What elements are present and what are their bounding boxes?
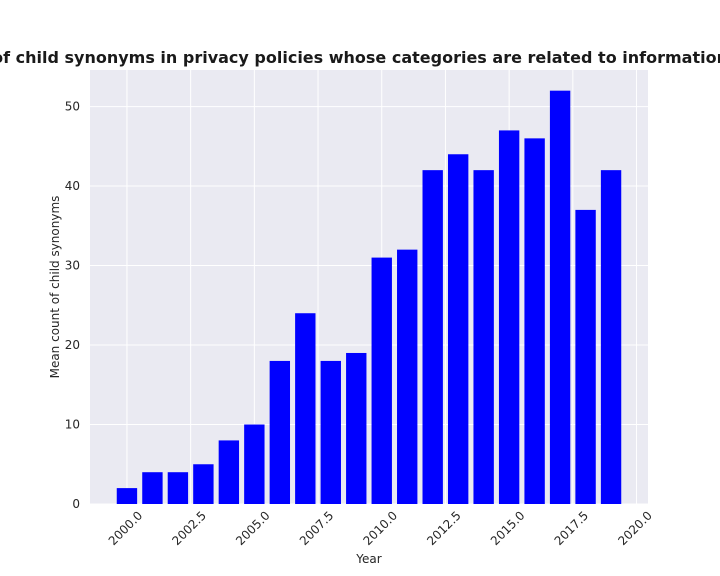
bar-2007: [295, 313, 316, 504]
y-tick-label: 20: [65, 338, 80, 352]
bar-2009: [346, 352, 367, 504]
bar-2001: [142, 472, 163, 504]
x-tick-label: 2017.5: [552, 508, 592, 548]
x-tick-label: 2010.0: [361, 508, 401, 548]
x-tick-label: 2007.5: [297, 508, 337, 548]
bar-2017: [549, 90, 571, 505]
y-tick-label: 50: [65, 100, 80, 114]
x-tick-label: 2000.0: [106, 508, 146, 548]
bars: [116, 90, 622, 505]
bar-2016: [524, 138, 545, 504]
bar-2008: [320, 360, 341, 504]
bar-2005: [244, 424, 265, 504]
y-tick-labels: 0 10 20 30 40 50: [65, 100, 80, 511]
y-tick-label: 0: [72, 497, 80, 511]
bar-2015: [498, 130, 520, 504]
bar-2000: [116, 488, 138, 504]
bar-2004: [218, 440, 240, 504]
bar-2013: [447, 154, 469, 504]
x-tick-label: 2012.5: [424, 508, 464, 548]
bar-2010: [371, 257, 392, 504]
x-tick-labels: 2000.0 2002.5 2005.0 2007.5 2010.0 2012.5 2015…: [106, 508, 655, 548]
bar-2019: [600, 170, 622, 504]
chart-title: Mean count of child synonyms in privacy …: [0, 48, 720, 67]
bar-2006: [269, 360, 291, 504]
y-tick-label: 30: [65, 259, 80, 273]
y-axis-label: Mean count of child synonyms: [48, 196, 62, 379]
x-tick-label: 2002.5: [169, 508, 209, 548]
y-tick-label: 10: [65, 418, 80, 432]
bar-2003: [193, 464, 214, 504]
bar-2012: [422, 170, 443, 504]
x-tick-label: 2005.0: [233, 508, 273, 548]
x-axis-label: Year: [355, 552, 381, 566]
x-tick-label: 2020.0: [615, 508, 655, 548]
bar-2018: [575, 209, 596, 504]
bar-2011: [397, 249, 418, 504]
bar-2002: [167, 472, 189, 504]
y-tick-label: 40: [65, 179, 80, 193]
bar-2014: [473, 170, 494, 504]
x-tick-label: 2015.0: [488, 508, 528, 548]
